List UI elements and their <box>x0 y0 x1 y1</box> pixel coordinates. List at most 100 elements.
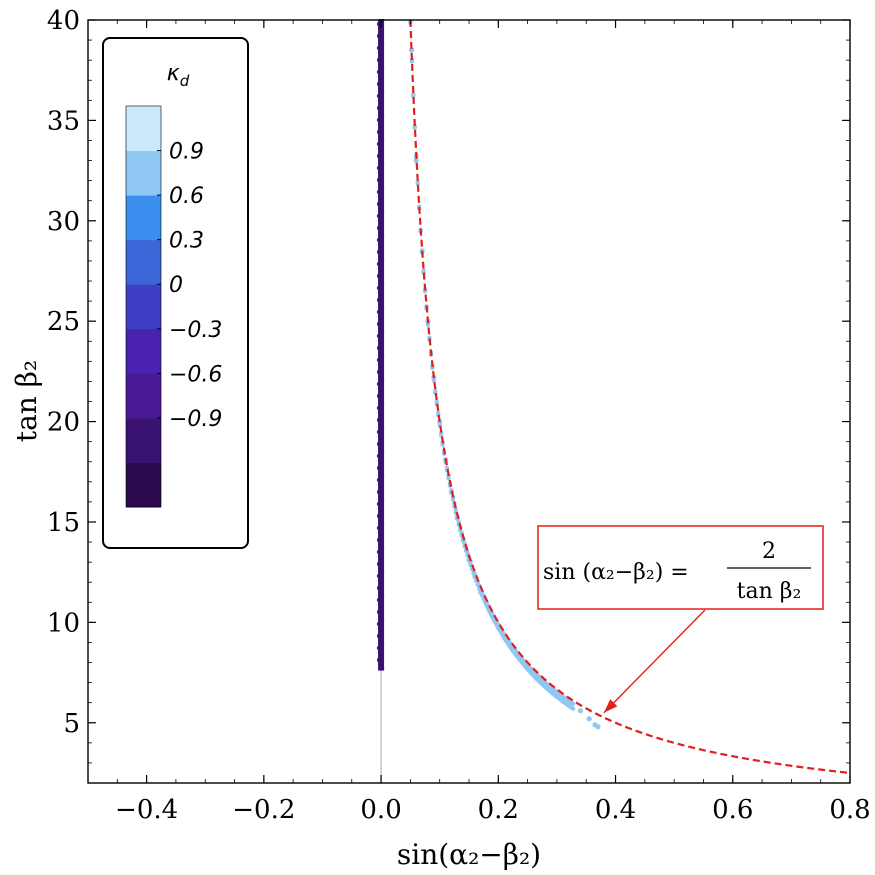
color-bar-label: 0.6 <box>169 184 204 209</box>
series-kappa-minus-one-point <box>378 581 385 587</box>
series-kappa-minus-one-point <box>377 313 384 319</box>
series-kappa-minus-one-point <box>376 33 383 39</box>
series-kappa-minus-one-point <box>377 373 384 379</box>
color-bar-segment <box>126 328 161 374</box>
series-kappa-minus-one-point <box>377 337 384 343</box>
x-axis-title: sin(α₂−β₂) <box>397 838 541 871</box>
annotation-lhs: sin (α₂−β₂) = <box>543 560 689 585</box>
series-kappa-minus-one-point <box>377 325 384 331</box>
y-tick-label: 30 <box>47 207 80 237</box>
series-kappa-minus-one-point <box>376 153 383 159</box>
series-kappa-minus-one-point <box>376 537 383 543</box>
series-kappa-minus-one-point <box>377 601 384 607</box>
legend-title-subscript: d <box>180 72 190 90</box>
series-kappa-minus-one-point <box>377 553 384 559</box>
series-kappa-plus-point <box>570 706 576 711</box>
y-tick-label: 15 <box>47 508 80 538</box>
series-kappa-minus-one-point <box>376 69 383 75</box>
color-bar-outline <box>125 105 162 508</box>
series-kappa-minus-one-point <box>378 197 385 203</box>
annotation-numerator: 2 <box>762 539 776 564</box>
series-kappa-minus-one-point <box>376 357 383 363</box>
series-kappa-minus-one-point <box>376 657 383 663</box>
series-kappa-minus-one-point <box>376 309 383 315</box>
series-kappa-minus-one-point <box>378 389 385 395</box>
series-kappa-minus-one-point <box>378 305 385 311</box>
color-bar-segment <box>126 195 161 241</box>
series-kappa-minus-one-point <box>378 377 385 383</box>
x-tick-label: 0.2 <box>478 795 519 825</box>
series-kappa-minus-one-point <box>378 557 385 563</box>
annotation: sin (α₂−β₂) = 2 tan β₂ <box>537 525 824 714</box>
series-kappa-minus-one-point <box>377 205 384 211</box>
annotation-denominator: tan β₂ <box>737 579 802 604</box>
y-axis-title: tan β₂ <box>10 360 43 442</box>
series-kappa-minus-one-point <box>378 173 385 179</box>
annotation-arrow <box>603 609 706 714</box>
series-kappa-minus-one-point <box>377 37 384 43</box>
series-kappa-plus-point <box>408 47 415 53</box>
series-kappa-minus-one-point <box>377 577 384 583</box>
reference-curve <box>409 19 851 775</box>
series-kappa-minus-one-point <box>376 57 383 63</box>
series-layer <box>376 17 601 783</box>
color-bar-segment <box>126 106 161 152</box>
series-kappa-minus-one-point <box>377 301 384 307</box>
series-kappa-plus-point <box>415 179 420 185</box>
legend: κd 0.90.60.30−0.3−0.6−0.9 <box>102 37 249 549</box>
series-kappa-minus-one-point <box>378 89 385 95</box>
series-kappa-minus-one-point <box>376 561 383 567</box>
series-kappa-minus-one-point <box>376 213 383 219</box>
series-kappa-minus-one-point <box>376 177 383 183</box>
series-kappa-minus-one-point <box>378 401 385 407</box>
series-kappa-minus-one-point <box>377 421 384 427</box>
series-kappa-minus-one-point <box>378 53 385 59</box>
series-kappa-minus-one-point <box>376 441 383 447</box>
series-kappa-minus-one-point <box>376 405 383 411</box>
series-kappa-minus-one-point <box>377 349 384 355</box>
series-kappa-minus-one-point <box>376 237 383 243</box>
series-kappa-minus-one-point <box>378 41 385 47</box>
y-tick-label: 20 <box>47 408 80 438</box>
series-kappa-minus-one-point <box>376 597 383 603</box>
series-kappa-minus-one-point <box>376 417 383 423</box>
series-kappa-minus-one-point <box>378 509 385 515</box>
series-kappa-minus-one-point <box>377 433 384 439</box>
series-kappa-minus-one-point <box>377 505 384 511</box>
series-kappa-minus-one-point <box>376 189 383 195</box>
series-kappa-plus-point <box>434 399 439 405</box>
series-kappa-minus-one-point <box>377 169 384 175</box>
series-kappa-minus-one-point <box>376 633 383 639</box>
series-kappa-minus-one-point <box>378 65 385 71</box>
series-kappa-minus-one-point <box>378 101 385 107</box>
y-tick-label: 25 <box>47 307 80 337</box>
series-kappa-minus-one-point <box>377 361 384 367</box>
series-kappa-minus-one-point <box>377 541 384 547</box>
series-kappa-minus-one-point <box>378 425 385 431</box>
series-kappa-minus-one-point <box>376 333 383 339</box>
series-kappa-minus-one-point <box>378 473 385 479</box>
x-tick-label: −0.4 <box>115 795 178 825</box>
series-kappa-minus-one-point <box>377 469 384 475</box>
series-kappa-minus-one-point <box>378 137 385 143</box>
color-bar-label: 0 <box>169 273 183 298</box>
series-kappa-minus-one-point <box>376 129 383 135</box>
series-kappa-minus-one-point <box>376 261 383 267</box>
reference-curve-layer <box>88 0 851 775</box>
series-kappa-minus-one-point <box>377 277 384 283</box>
series-kappa-minus-one-point <box>376 369 383 375</box>
series-kappa-minus-one-point <box>378 77 385 83</box>
series-kappa-minus-one-point <box>378 257 385 263</box>
series-kappa-minus-one-point <box>376 549 383 555</box>
series-kappa-minus-one-point <box>376 249 383 255</box>
series-kappa-minus-one-point <box>378 521 385 527</box>
series-kappa-minus-one-point <box>378 269 385 275</box>
series-kappa-minus-one-point <box>377 61 384 67</box>
series-kappa-minus-one-point <box>376 93 383 99</box>
series-kappa-minus-one-point <box>378 185 385 191</box>
y-tick-label: 10 <box>47 608 80 638</box>
series-kappa-minus-one-point <box>378 617 385 623</box>
series-kappa-minus-one-point <box>377 493 384 499</box>
x-tick-label: 0.6 <box>712 795 753 825</box>
